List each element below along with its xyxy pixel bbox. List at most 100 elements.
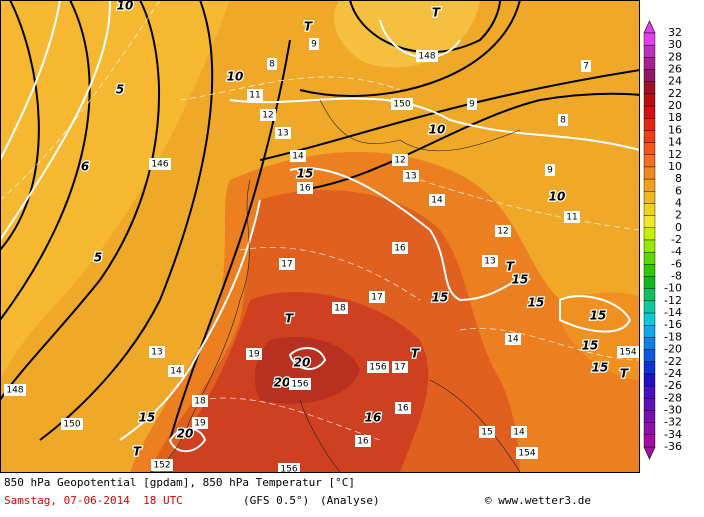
colorbar-label: 30 xyxy=(668,38,682,51)
label-box xyxy=(278,463,300,472)
map-label: 14 xyxy=(513,428,525,438)
label-box xyxy=(505,333,521,345)
label-box xyxy=(392,154,408,166)
label-box xyxy=(192,395,208,407)
map-frame xyxy=(0,0,640,473)
colorbar-band xyxy=(643,349,656,362)
contour-label: 10 xyxy=(429,123,446,137)
map-label: 16 xyxy=(299,184,311,194)
label-box xyxy=(267,58,277,70)
colorbar-bottom-cap xyxy=(643,446,656,460)
map-labels: 10565101010151515151515151520202016TTTTT… xyxy=(4,0,639,472)
colorbar-label: 2 xyxy=(675,209,682,222)
colorbar-band xyxy=(643,191,656,204)
label-box xyxy=(403,170,419,182)
footer-title: 850 hPa Geopotential [gpdam], 850 hPa Te… xyxy=(4,476,355,489)
colorbar-band xyxy=(643,373,656,387)
colorbar-label: 0 xyxy=(675,221,682,234)
colorbar-label: 20 xyxy=(668,99,682,112)
colorbar-band xyxy=(643,239,656,253)
low-marker: T xyxy=(506,260,515,274)
contour-label: 20 xyxy=(294,356,311,370)
map-label: 12 xyxy=(497,227,508,237)
contour-label: 20 xyxy=(177,427,194,441)
map-label: 19 xyxy=(248,350,260,360)
colorbar-label: 22 xyxy=(668,87,682,100)
colorbar-label: 10 xyxy=(668,160,682,173)
colorbar-label: 28 xyxy=(668,50,682,63)
label-box xyxy=(392,242,408,254)
label-box xyxy=(247,89,263,101)
dashed-isotherms xyxy=(1,1,639,441)
map-label: 11 xyxy=(249,91,260,101)
contour-label: 10 xyxy=(549,190,566,204)
low-marker: T xyxy=(133,445,142,459)
label-box xyxy=(309,38,319,50)
colorbar-label: -2 xyxy=(671,233,682,246)
contour-label: 5 xyxy=(94,251,102,265)
label-box xyxy=(467,98,477,110)
colorbar-label: -20 xyxy=(664,343,682,356)
footer-date: Samstag, 07-06-2014 18 UTC xyxy=(4,494,183,507)
colorbar-band xyxy=(643,130,656,143)
colorbar-band xyxy=(643,32,656,46)
low-marker: T xyxy=(432,6,441,20)
colorbar-band xyxy=(643,81,656,95)
colorbar-label: -30 xyxy=(664,403,682,416)
colorbar-label: -4 xyxy=(671,245,682,258)
map-label: 17 xyxy=(371,293,382,303)
label-box xyxy=(429,194,445,206)
contour-label: 10 xyxy=(117,0,134,13)
map-label: 148 xyxy=(418,52,435,62)
colorbar-band xyxy=(643,215,656,229)
footer-model: (GFS 0.5°) xyxy=(243,494,309,507)
colorbar-label: 24 xyxy=(668,75,682,88)
map-label: 17 xyxy=(394,363,405,373)
colorbar-label: 26 xyxy=(668,63,682,76)
colorbar-label: -10 xyxy=(664,282,682,295)
label-box xyxy=(168,365,184,377)
map-label: 154 xyxy=(619,348,636,358)
label-box xyxy=(392,361,408,373)
colorbar-band xyxy=(643,93,656,107)
colorbar-band xyxy=(643,227,656,241)
label-box xyxy=(395,402,411,414)
label-box xyxy=(192,417,208,429)
map-label: 14 xyxy=(507,335,519,345)
map-label: 7 xyxy=(583,62,589,72)
map-label: 13 xyxy=(277,129,288,139)
colorbar-label: -34 xyxy=(664,428,682,441)
map-label: 13 xyxy=(484,257,495,267)
map: 10565101010151515151515151520202016TTTTT… xyxy=(1,0,639,472)
low-marker: T xyxy=(285,312,294,326)
map-label: 154 xyxy=(518,449,535,459)
contour-label: 5 xyxy=(116,83,124,97)
contour-label: 10 xyxy=(227,70,244,84)
label-box xyxy=(511,426,527,438)
label-box xyxy=(581,60,591,72)
map-label: 148 xyxy=(6,386,23,396)
map-label: 9 xyxy=(311,40,317,50)
colorbar-label: -32 xyxy=(664,416,682,429)
map-label: 152 xyxy=(153,461,170,471)
label-box xyxy=(290,150,306,162)
map-label: 9 xyxy=(469,100,475,110)
colorbar-band xyxy=(643,422,656,436)
colorbar-label: -6 xyxy=(671,257,682,270)
label-box xyxy=(332,302,348,314)
colorbar-label: -16 xyxy=(664,318,682,331)
colorbar-band xyxy=(643,57,656,70)
footer-run: (Analyse) xyxy=(320,494,380,507)
label-box xyxy=(416,50,438,62)
colorbar-band xyxy=(643,337,656,350)
label-box xyxy=(479,426,495,438)
label-box xyxy=(617,346,639,358)
colorbar-band xyxy=(643,264,656,277)
colorbar-label: -8 xyxy=(671,270,682,283)
label-box xyxy=(275,127,291,139)
colorbar-label: 16 xyxy=(668,123,682,136)
contour-label: 15 xyxy=(592,361,609,375)
colorbar-band xyxy=(643,361,656,375)
colorbar-label: -18 xyxy=(664,330,682,343)
colorbar-label: 4 xyxy=(675,196,682,209)
